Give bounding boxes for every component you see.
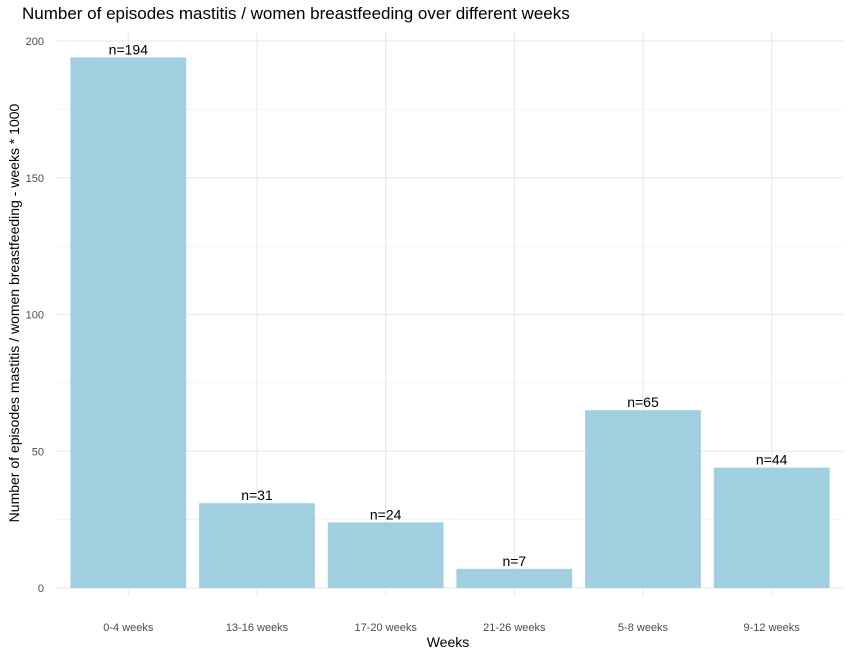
x-tick-label: 0-4 weeks <box>103 622 154 634</box>
x-tick-label: 21-26 weeks <box>483 622 546 634</box>
x-axis-ticks: 0-4 weeks 13-16 weeks 17-20 weeks 21-26 wee… <box>103 622 800 634</box>
bar <box>199 503 315 588</box>
x-axis-title: Weeks <box>427 634 470 650</box>
bar <box>456 568 573 588</box>
y-axis-title: Number of episodes mastitis / women brea… <box>6 103 22 522</box>
y-tick-label: 200 <box>26 36 44 48</box>
data-labels: n=194 n=31 n=24 n=7 n=65 n=44 <box>109 41 788 568</box>
data-label: n=194 <box>109 41 149 57</box>
x-tick-label: 17-20 weeks <box>354 622 417 634</box>
y-tick-label: 0 <box>38 583 44 595</box>
x-tick-label: 5-8 weeks <box>618 622 669 634</box>
y-tick-label: 150 <box>26 173 44 185</box>
x-tick-label: 9-12 weeks <box>744 622 801 634</box>
chart-title: Number of episodes mastitis / women brea… <box>22 4 570 23</box>
bar <box>585 410 701 588</box>
y-tick-label: 50 <box>32 446 44 458</box>
data-label: n=44 <box>756 452 788 468</box>
bar <box>713 467 830 588</box>
x-tick-label: 13-16 weeks <box>226 622 289 634</box>
bar <box>70 57 187 589</box>
y-tick-label: 100 <box>26 310 44 322</box>
data-label: n=7 <box>502 553 526 569</box>
bars <box>70 57 830 589</box>
data-label: n=24 <box>370 506 402 522</box>
data-label: n=31 <box>241 487 273 503</box>
bar <box>327 522 444 588</box>
data-label: n=65 <box>627 394 659 410</box>
y-axis-ticks: 0 50 100 150 200 <box>26 36 44 595</box>
